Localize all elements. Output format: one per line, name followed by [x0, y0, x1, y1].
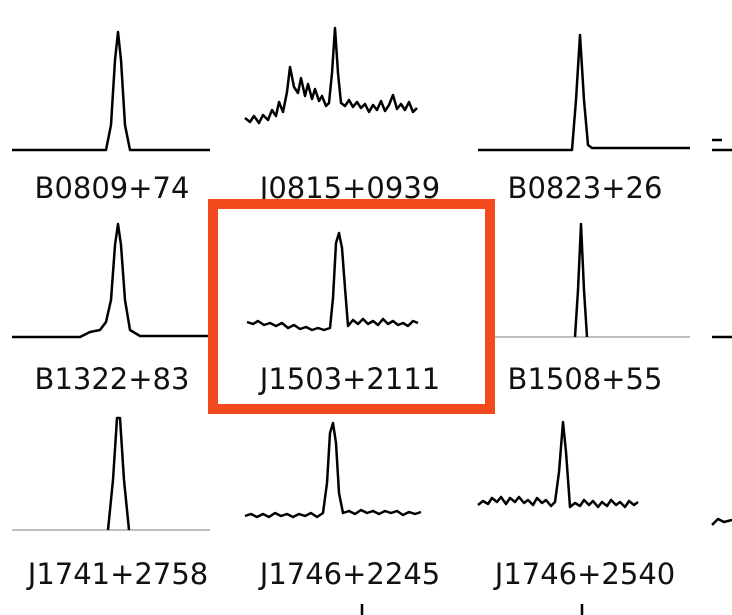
- highlight-box: [208, 199, 495, 414]
- profile: [106, 416, 131, 531]
- profile: [360, 604, 584, 615]
- profile: [478, 33, 690, 152]
- profile: [244, 26, 418, 125]
- profile: [711, 517, 732, 526]
- panel-label: B0809+74: [35, 171, 190, 205]
- panel-label: J1741+2758: [26, 557, 208, 591]
- panel-label: J1746+2540: [493, 557, 675, 591]
- profile: [712, 138, 732, 152]
- labels: B0809+74 J0815+0939 B0823+26 B1322+83 J1…: [26, 171, 675, 591]
- panel-label: J1746+2245: [258, 557, 440, 591]
- profile: [244, 421, 422, 519]
- panel-label: B1322+83: [35, 362, 190, 396]
- profile: [477, 420, 639, 509]
- profile: [246, 231, 419, 332]
- panel-label: B1508+55: [508, 362, 663, 396]
- panel-label: J1503+2111: [258, 362, 440, 396]
- profile: [12, 30, 210, 152]
- profiles: [12, 26, 732, 615]
- panel-label: B0823+26: [508, 171, 663, 205]
- profile: [573, 222, 589, 338]
- profile: [12, 222, 210, 339]
